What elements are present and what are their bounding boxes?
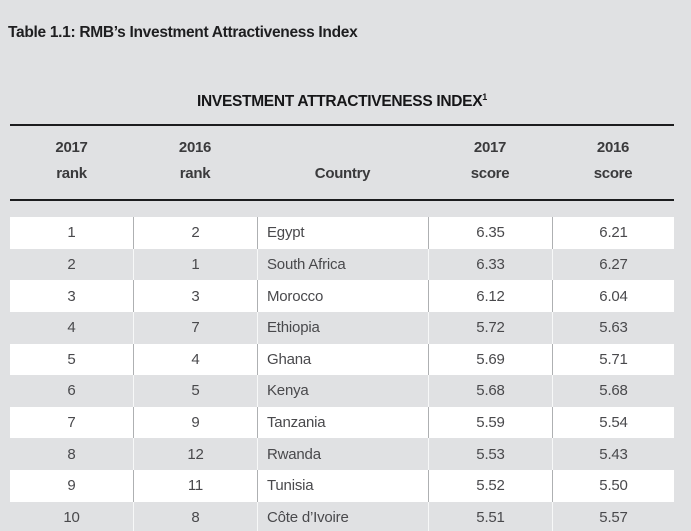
rank-2016-cell: 8: [133, 501, 257, 531]
rank-2017-cell: 5: [67, 350, 76, 368]
score-2017-cell: 5.68: [428, 375, 552, 407]
header-rank-2017-year: 2017: [55, 139, 88, 157]
country-cell: Ethiopia: [257, 311, 428, 344]
header-score-2016-label: score: [593, 165, 633, 183]
score-2017-cell: 5.53: [428, 438, 552, 470]
rank-2017-cell: 1: [67, 224, 76, 242]
rank-2016-cell: 3: [133, 280, 257, 312]
table-header-row: 2017 rank 2016 rank Country 2017 score 2…: [10, 126, 674, 199]
header-rank-2017-label: rank: [56, 165, 87, 183]
table-row: 2 1 South Africa 6.33 6.27: [10, 248, 674, 281]
score-2017-cell: 5.51: [428, 501, 552, 531]
country-cell: Kenya: [257, 375, 428, 407]
score-2016-cell: 5.57: [552, 501, 674, 531]
rank-2017-cell: 8: [67, 445, 76, 463]
table-row: 10 8 Côte d’Ivoire 5.51 5.57: [10, 501, 674, 531]
table-row: 1 2 Egypt 6.35 6.21: [10, 217, 674, 249]
score-2017-cell: 5.72: [428, 311, 552, 344]
score-2017-cell: 6.33: [428, 248, 552, 281]
header-score-2016-year: 2016: [596, 139, 630, 157]
attractiveness-index-table: INVESTMENT ATTRACTIVENESS INDEX1 2017 ra…: [10, 92, 674, 531]
score-2017-cell: 5.59: [428, 406, 552, 439]
table-row: 7 9 Tanzania 5.59 5.54: [10, 406, 674, 439]
rank-2017-cell: 3: [67, 287, 76, 305]
country-cell: Ghana: [257, 343, 428, 376]
rank-2017-cell: 6: [67, 382, 76, 400]
table-row: 3 3 Morocco 6.12 6.04: [10, 280, 674, 312]
footnote-marker: 1: [482, 92, 487, 102]
rank-2017-cell: 4: [67, 319, 76, 337]
rank-2017-cell: 10: [63, 508, 80, 526]
header-country-label: Country: [314, 165, 371, 183]
rank-2016-cell: 7: [133, 311, 257, 344]
rank-2016-cell: 11: [133, 469, 257, 502]
header-rank-2016-label: rank: [179, 165, 211, 183]
score-2017-cell: 5.69: [428, 343, 552, 376]
score-2017-cell: 6.35: [428, 217, 552, 249]
rank-2017-cell: 9: [67, 477, 76, 495]
header-country: Country: [257, 135, 428, 187]
country-cell: Morocco: [257, 280, 428, 312]
score-2016-cell: 5.50: [552, 469, 674, 502]
country-cell: Côte d’Ivoire: [257, 501, 428, 531]
score-2016-cell: 6.04: [552, 280, 674, 312]
header-rank-2017: 2017 rank: [10, 135, 133, 187]
rank-2016-cell: 5: [133, 375, 257, 407]
rank-2017-cell: 2: [67, 256, 76, 274]
header-score-2017: 2017 score: [428, 135, 552, 187]
table-caption: Table 1.1: RMB’s Investment Attractivene…: [8, 24, 358, 41]
rank-2016-cell: 12: [133, 438, 257, 470]
top-horizontal-rule: [10, 124, 674, 127]
header-score-2017-label: score: [470, 165, 510, 183]
header-bottom-rule: [10, 199, 674, 202]
score-2016-cell: 5.54: [552, 406, 674, 439]
table-heading-text: INVESTMENT ATTRACTIVENESS INDEX: [197, 93, 483, 111]
country-cell: Rwanda: [257, 438, 428, 470]
table-row: 5 4 Ghana 5.69 5.71: [10, 343, 674, 376]
score-2016-cell: 6.27: [552, 248, 674, 281]
score-2016-cell: 5.63: [552, 311, 674, 344]
rank-2016-cell: 9: [133, 406, 257, 439]
table-row: 4 7 Ethiopia 5.72 5.63: [10, 311, 674, 344]
rank-2016-cell: 1: [133, 248, 257, 281]
table-row: 9 11 Tunisia 5.52 5.50: [10, 469, 674, 502]
rank-2017-cell: 7: [67, 414, 76, 432]
score-2017-cell: 6.12: [428, 280, 552, 312]
table-row: 6 5 Kenya 5.68 5.68: [10, 375, 674, 407]
header-score-2016: 2016 score: [552, 135, 674, 187]
rank-2016-cell: 2: [133, 217, 257, 249]
country-cell: South Africa: [257, 248, 428, 281]
table-body: 1 2 Egypt 6.35 6.21 2 1 South Africa 6.33 6.27 3 3 M…: [10, 217, 674, 531]
table-row: 8 12 Rwanda 5.53 5.43: [10, 438, 674, 470]
rank-2016-cell: 4: [133, 343, 257, 376]
score-2016-cell: 6.21: [552, 217, 674, 249]
header-rank-2016-year: 2016: [178, 139, 212, 157]
table-heading: INVESTMENT ATTRACTIVENESS INDEX1: [10, 92, 674, 111]
header-rank-2016: 2016 rank: [133, 135, 257, 187]
score-2016-cell: 5.43: [552, 438, 674, 470]
country-cell: Egypt: [257, 217, 428, 249]
score-2016-cell: 5.68: [552, 375, 674, 407]
header-score-2017-year: 2017: [473, 139, 507, 157]
score-2016-cell: 5.71: [552, 343, 674, 376]
country-cell: Tunisia: [257, 469, 428, 502]
score-2017-cell: 5.52: [428, 469, 552, 502]
header-country-spacer: [257, 135, 428, 161]
country-cell: Tanzania: [257, 406, 428, 439]
